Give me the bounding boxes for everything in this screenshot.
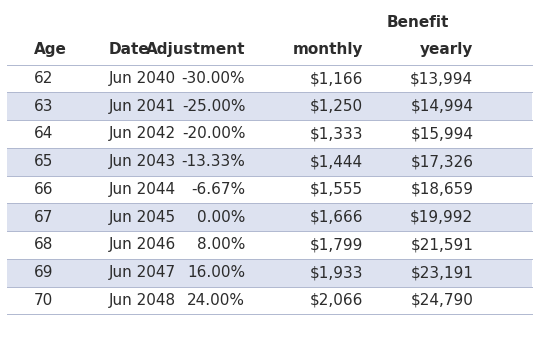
- Text: Jun 2045: Jun 2045: [109, 210, 176, 225]
- Text: 16.00%: 16.00%: [187, 265, 245, 280]
- Text: $1,250: $1,250: [310, 99, 363, 114]
- Text: 8.00%: 8.00%: [197, 237, 245, 252]
- FancyBboxPatch shape: [7, 259, 532, 286]
- Text: $2,066: $2,066: [310, 293, 363, 308]
- Text: 70: 70: [33, 293, 53, 308]
- Text: Benefit: Benefit: [387, 15, 450, 30]
- Text: yearly: yearly: [420, 42, 473, 57]
- FancyBboxPatch shape: [7, 148, 532, 176]
- Text: 0.00%: 0.00%: [197, 210, 245, 225]
- Text: $1,555: $1,555: [310, 182, 363, 197]
- Text: -25.00%: -25.00%: [182, 99, 245, 114]
- Text: Date: Date: [109, 42, 149, 57]
- Text: 64: 64: [33, 127, 53, 142]
- Text: -13.33%: -13.33%: [182, 154, 245, 169]
- Text: $14,994: $14,994: [410, 99, 473, 114]
- Text: Jun 2040: Jun 2040: [109, 71, 176, 86]
- Text: $1,333: $1,333: [310, 127, 363, 142]
- Text: 62: 62: [33, 71, 53, 86]
- Text: 68: 68: [33, 237, 53, 252]
- Text: monthly: monthly: [293, 42, 363, 57]
- Text: Jun 2041: Jun 2041: [109, 99, 176, 114]
- Text: -20.00%: -20.00%: [182, 127, 245, 142]
- Text: $1,933: $1,933: [310, 265, 363, 280]
- Text: Jun 2043: Jun 2043: [109, 154, 176, 169]
- Text: $24,790: $24,790: [410, 293, 473, 308]
- Text: $15,994: $15,994: [410, 127, 473, 142]
- Text: $1,799: $1,799: [310, 237, 363, 252]
- FancyBboxPatch shape: [7, 203, 532, 231]
- Text: 67: 67: [33, 210, 53, 225]
- Text: Age: Age: [33, 42, 66, 57]
- Text: 65: 65: [33, 154, 53, 169]
- Text: $19,992: $19,992: [410, 210, 473, 225]
- Text: $23,191: $23,191: [410, 265, 473, 280]
- Text: $1,666: $1,666: [310, 210, 363, 225]
- Text: $13,994: $13,994: [410, 71, 473, 86]
- Text: Jun 2044: Jun 2044: [109, 182, 176, 197]
- Text: $17,326: $17,326: [410, 154, 473, 169]
- Text: $21,591: $21,591: [410, 237, 473, 252]
- Text: Jun 2048: Jun 2048: [109, 293, 176, 308]
- Text: Jun 2046: Jun 2046: [109, 237, 176, 252]
- Text: $18,659: $18,659: [410, 182, 473, 197]
- Text: -6.67%: -6.67%: [191, 182, 245, 197]
- Text: 24.00%: 24.00%: [188, 293, 245, 308]
- Text: Jun 2047: Jun 2047: [109, 265, 176, 280]
- Text: -30.00%: -30.00%: [182, 71, 245, 86]
- Text: 69: 69: [33, 265, 53, 280]
- Text: 63: 63: [33, 99, 53, 114]
- Text: $1,444: $1,444: [310, 154, 363, 169]
- Text: Adjustment: Adjustment: [146, 42, 245, 57]
- Text: $1,166: $1,166: [310, 71, 363, 86]
- FancyBboxPatch shape: [7, 92, 532, 120]
- Text: 66: 66: [33, 182, 53, 197]
- Text: Jun 2042: Jun 2042: [109, 127, 176, 142]
